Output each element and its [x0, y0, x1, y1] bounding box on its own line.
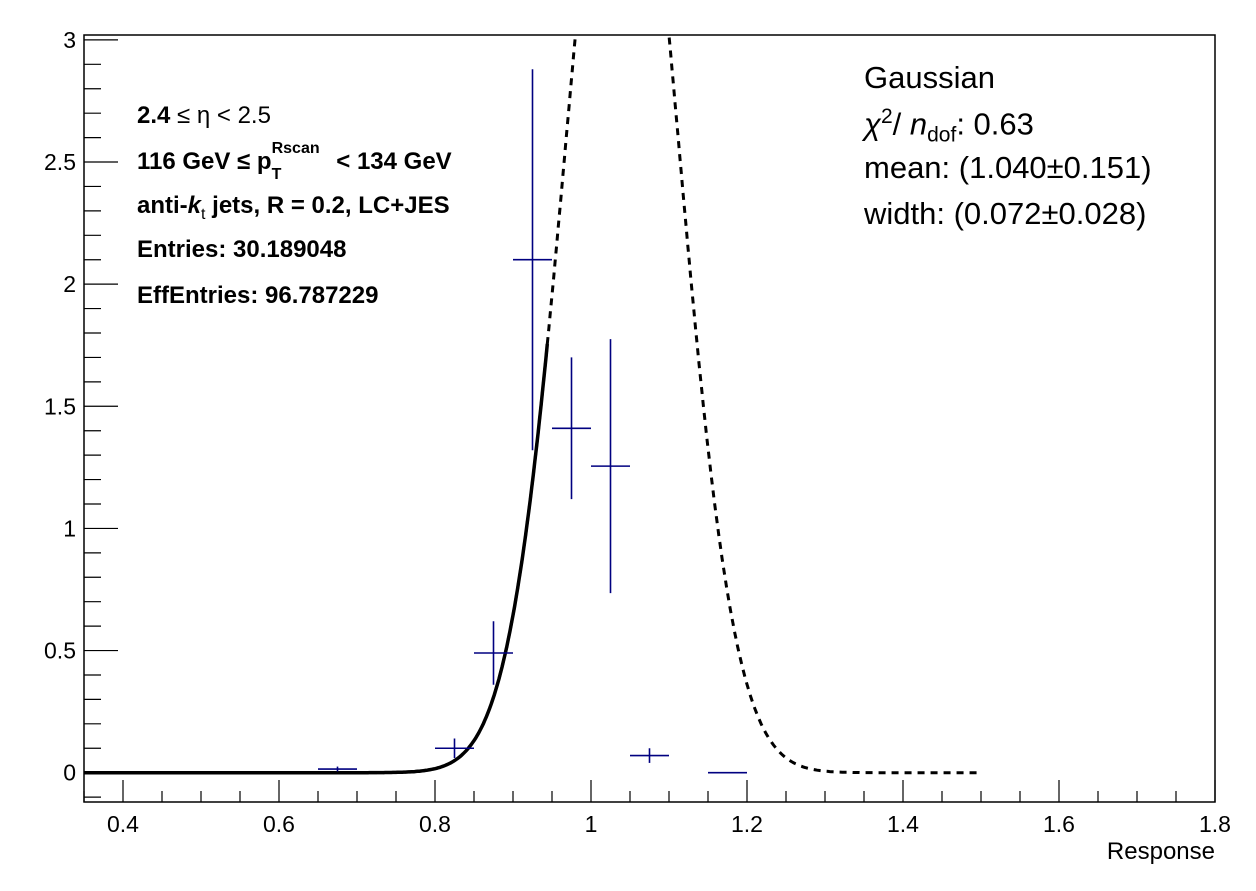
- y-tick-label: 3: [63, 27, 76, 53]
- y-tick-labels: 0 0.5 1 1.5 2 2.5 3: [44, 27, 76, 786]
- data-point: [474, 621, 513, 685]
- eta-range-label: 2.4 ≤ η < 2.5: [137, 102, 271, 129]
- y-tick-label: 1.5: [44, 393, 76, 419]
- fit-mean: mean: (1.040±0.151): [864, 150, 1152, 185]
- effentries-label: EffEntries: 96.787229: [137, 282, 379, 309]
- pt-range-label: 116 GeV ≤ p Rscan T < 134 GeV: [137, 140, 452, 183]
- data-point: [435, 738, 474, 759]
- y-tick-label: 0: [63, 760, 76, 786]
- fit-function-name: Gaussian: [864, 60, 995, 95]
- y-tick-label: 2: [63, 271, 76, 297]
- x-axis-title: Response: [1107, 838, 1215, 865]
- data-point: [591, 339, 630, 594]
- x-tick-label: 0.6: [263, 811, 295, 837]
- data-point: [630, 748, 669, 763]
- gaussian-fit-curve: [84, 343, 550, 775]
- fit-curves: [84, 35, 981, 775]
- x-tick-label: 0.4: [107, 811, 139, 837]
- data-point: [552, 357, 591, 500]
- plot-frame: [83, 34, 1216, 803]
- y-tick-label: 2.5: [44, 149, 76, 175]
- fit-width: width: (0.072±0.028): [864, 196, 1147, 231]
- jet-algorithm-label: anti-kt jets, R = 0.2, LC+JES: [137, 192, 450, 223]
- x-tick-label: 1.8: [1199, 811, 1231, 837]
- y-tick-label: 1: [63, 515, 76, 541]
- x-tick-label: 1: [585, 811, 598, 837]
- axis-ticks: [83, 39, 1216, 802]
- data-point: [513, 69, 552, 451]
- data-point: [318, 766, 357, 772]
- x-tick-label: 1.6: [1043, 811, 1075, 837]
- data-points: [318, 69, 747, 774]
- entries-label: Entries: 30.189048: [137, 236, 347, 263]
- fit-chi2-ndof: χ2/ ndof: 0.63: [864, 105, 1034, 147]
- y-tick-label: 0.5: [44, 638, 76, 664]
- x-tick-label: 1.2: [731, 811, 763, 837]
- x-tick-label: 0.8: [419, 811, 451, 837]
- x-tick-label: 1.4: [887, 811, 919, 837]
- x-tick-labels: 0.4 0.6 0.8 1 1.2 1.4 1.6 1.8: [107, 811, 1231, 837]
